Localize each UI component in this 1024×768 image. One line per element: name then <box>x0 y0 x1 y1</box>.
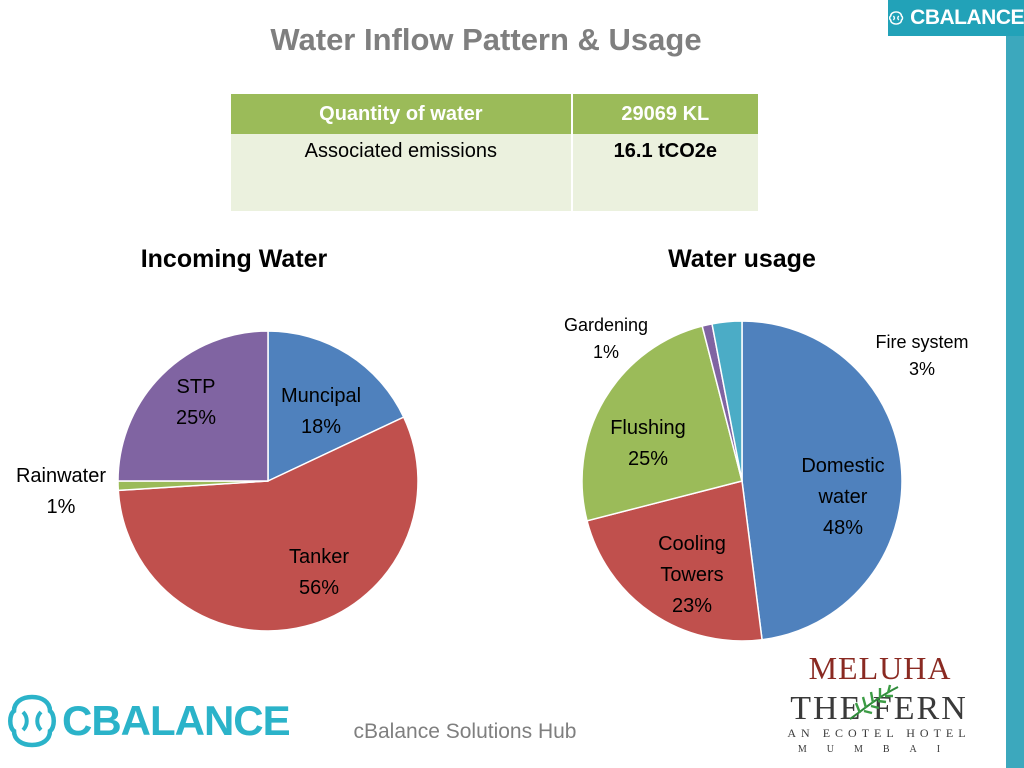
mumbai-subtitle: MUMBAI <box>797 744 961 755</box>
summary-cell-label: Associated emissions <box>231 134 573 211</box>
meluha-logo-text: MELUHA <box>808 650 952 686</box>
slice-label-domestic-water: Domestic water 48% <box>801 455 884 539</box>
summary-table-header-row: Quantity of water 29069 KL <box>231 94 761 134</box>
slice-label-flushing: Flushing 25% <box>610 417 686 470</box>
right-accent-bar <box>1006 0 1024 768</box>
pie-slice-fire-system <box>711 320 743 482</box>
summary-table: Quantity of water 29069 KL Associated em… <box>231 94 761 211</box>
fern-leaf-icon <box>849 684 899 720</box>
chart-title-incoming: Incoming Water <box>140 245 328 273</box>
pie-slice-tanker <box>117 416 419 632</box>
summary-header-value: 29069 KL <box>571 94 761 134</box>
pie-slice-domestic-water <box>741 320 903 641</box>
cbalance-footer-logo: CBALANCE <box>8 693 291 749</box>
slice-label-rainwater: Rainwater 1% <box>16 465 106 518</box>
slice-label-tanker: Tanker 56% <box>289 546 349 599</box>
slice-label-fire-system: Fire system 3% <box>875 332 968 379</box>
footer-logo-text: CBALANCE <box>62 697 291 744</box>
table-row: Associated emissions 16.1 tCO2e <box>231 134 761 211</box>
chart-title-usage: Water usage <box>668 245 816 273</box>
ecotel-subtitle: AN ECOTEL HOTEL <box>787 726 971 740</box>
pie-slice-muncipal <box>267 330 405 483</box>
summary-header-quantity: Quantity of water <box>231 94 573 134</box>
summary-cell-value: 16.1 tCO2e <box>571 134 761 211</box>
slice-label-cooling-towers: Cooling Towers 23% <box>658 533 726 617</box>
slice-label-gardening: Gardening 1% <box>564 315 648 362</box>
footer-text: cBalance Solutions Hub <box>353 720 577 743</box>
brand-badge: CBALANCE <box>888 0 1024 36</box>
pie-slice-stp <box>117 330 269 482</box>
slice-label-stp: STP 25% <box>176 376 216 429</box>
cbalance-logo-icon <box>888 11 904 25</box>
slide-title: Water Inflow Pattern & Usage <box>270 22 702 57</box>
cbalance-emblem-icon <box>8 694 56 748</box>
pie-slice-cooling-towers <box>586 480 763 642</box>
slice-label-muncipal: Muncipal 18% <box>281 385 361 438</box>
brand-badge-text: CBALANCE <box>910 6 1024 29</box>
pie-slice-flushing <box>581 325 743 522</box>
